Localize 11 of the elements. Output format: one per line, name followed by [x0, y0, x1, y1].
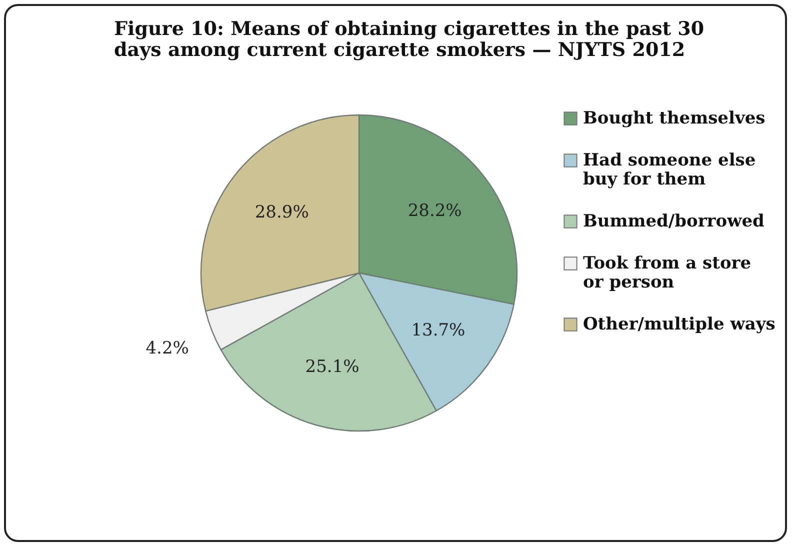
- data-label: 25.1%: [305, 357, 360, 378]
- legend-label: Bought themselves: [583, 108, 766, 128]
- legend-label: Bummed/borrowed: [583, 212, 765, 232]
- legend-label: Other/multiple ways: [583, 314, 776, 334]
- legend-label: Took from a store or person: [583, 254, 752, 292]
- data-label: 28.9%: [254, 202, 309, 223]
- chart-title: Figure 10: Means of obtaining cigarettes in the past 30 days among current cigarette smokers — NJYTS 2012: [114, 18, 704, 61]
- data-label: 13.7%: [411, 320, 466, 341]
- data-label: 28.2%: [408, 200, 462, 221]
- data-label: 4.2%: [146, 338, 189, 358]
- legend-label: Had someone else buy for them: [583, 150, 756, 190]
